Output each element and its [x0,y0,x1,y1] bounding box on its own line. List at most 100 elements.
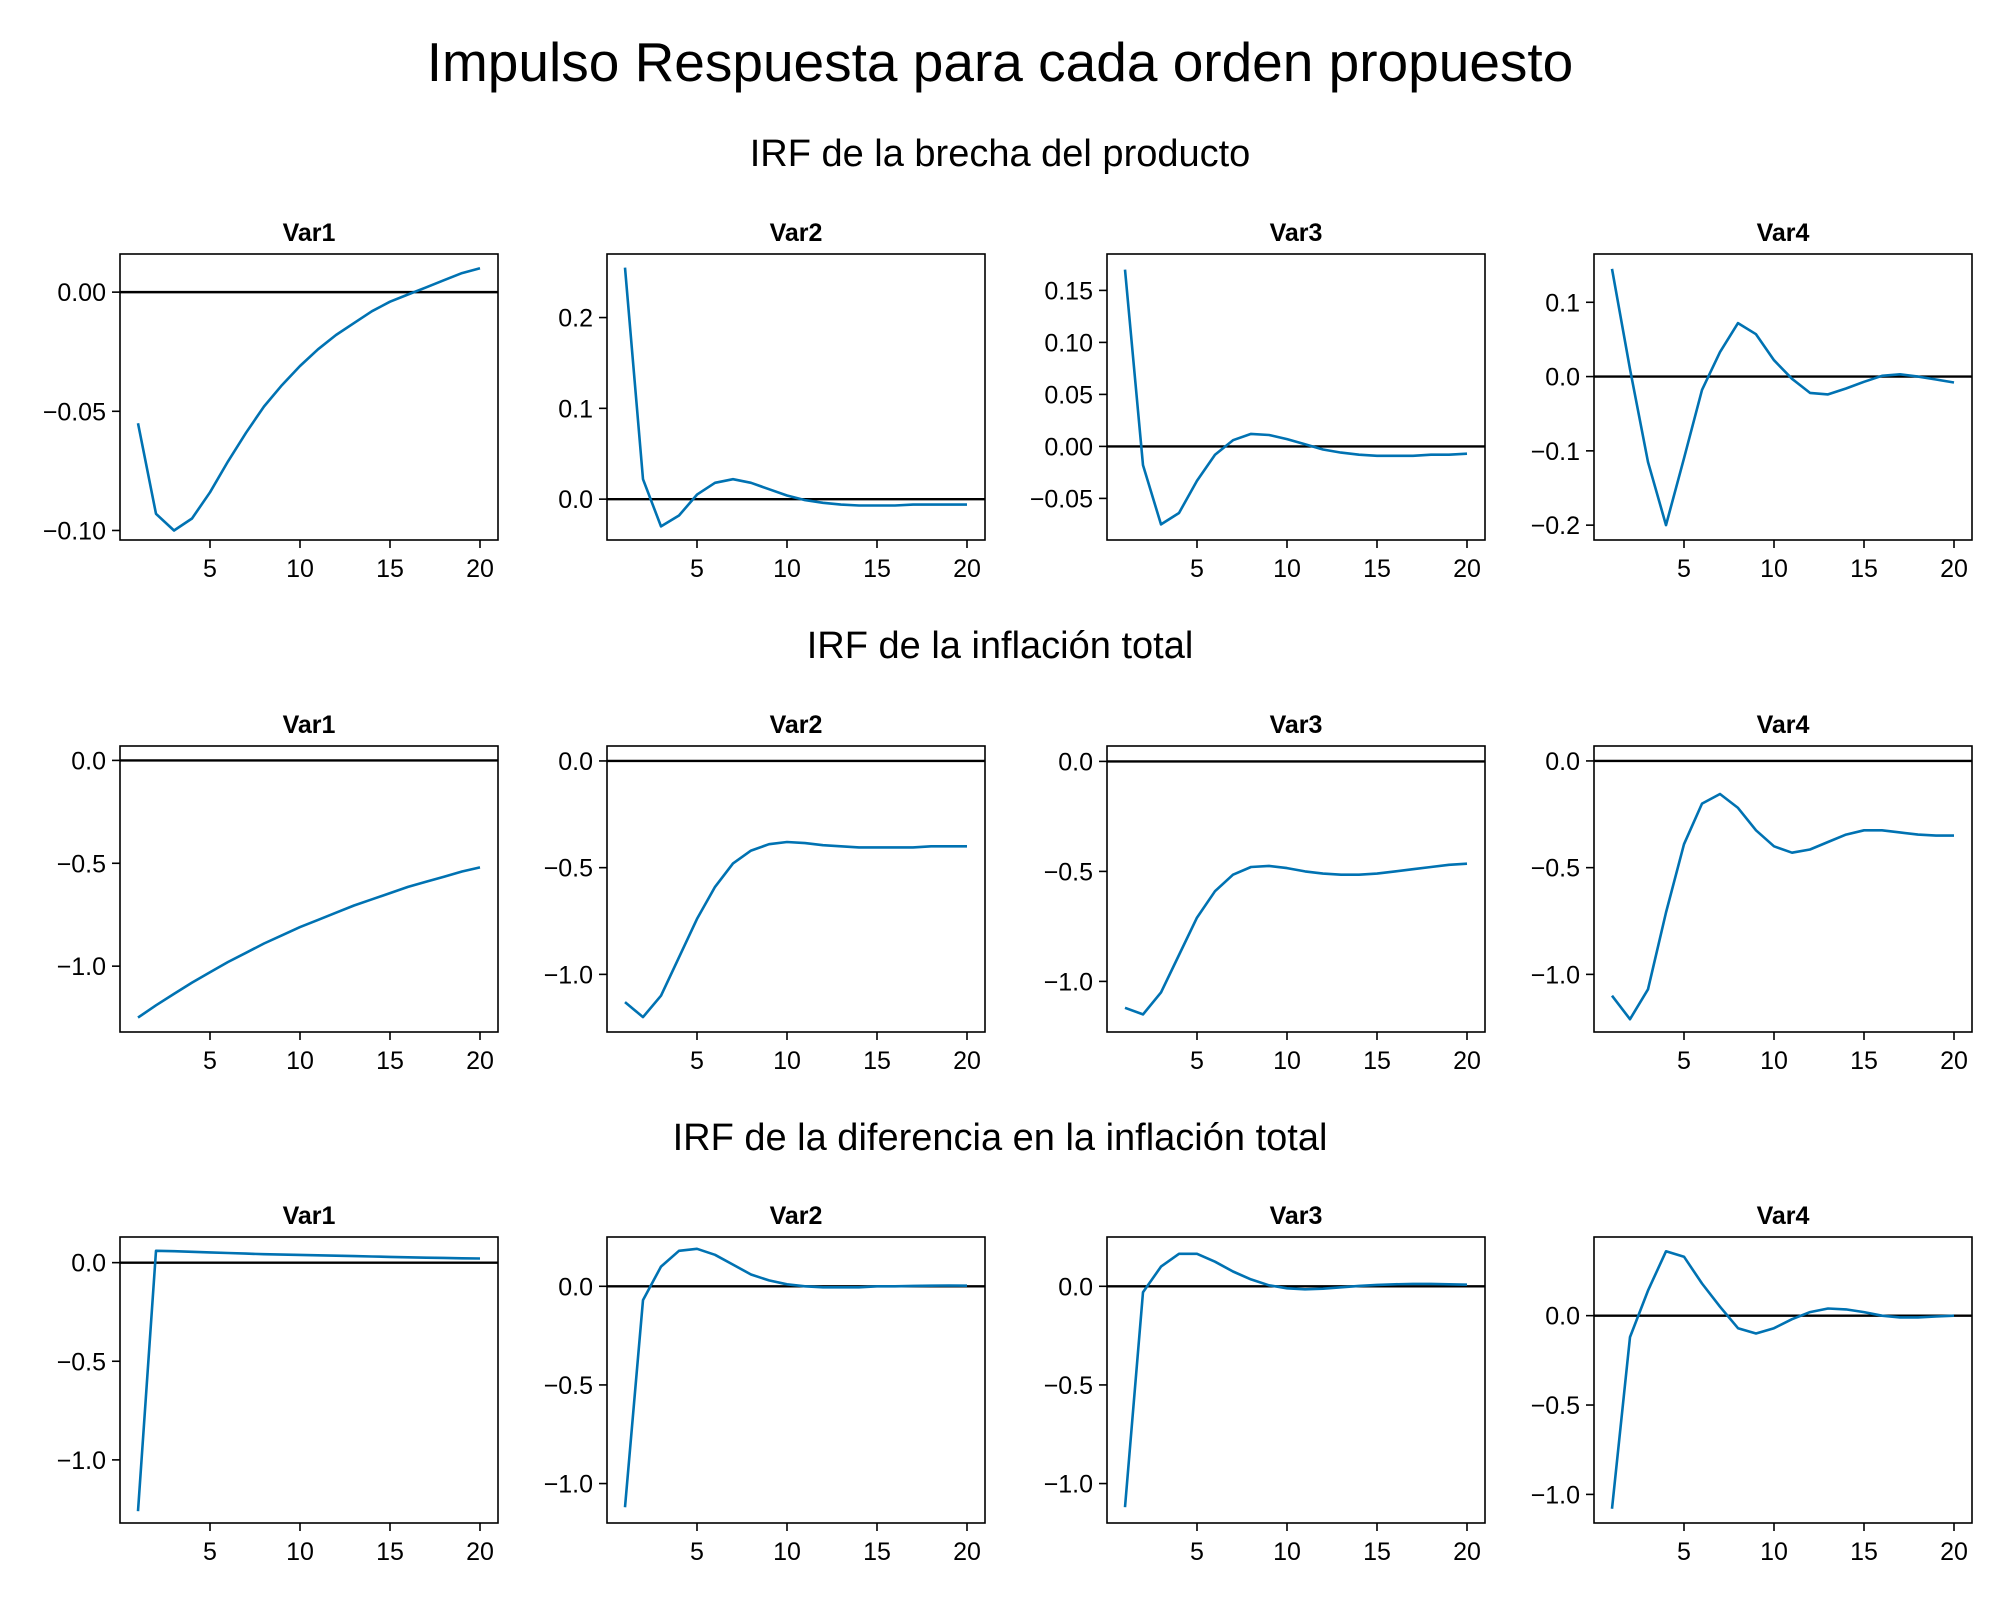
series-line [136,267,481,532]
panel-2-2: Var2 5 10 15 20 −1.0 −0.5 0.0 [544,711,986,1075]
y-tick-label: 0.0 [1545,748,1580,776]
panel-title: Var4 [1757,1202,1810,1230]
plot-frame [119,745,499,1033]
x-tick-label: 10 [773,1047,801,1075]
panel-title: Var1 [283,219,336,247]
y-tick-label: 0.0 [1058,1273,1093,1301]
panel-title: Var1 [283,1202,336,1230]
series-line [137,866,481,1019]
plot-frame [606,745,986,1033]
y-tick-label: −1.0 [1044,968,1093,996]
row-title-brecha: IRF de la brecha del producto [749,133,1251,175]
series-line [136,1249,481,1512]
x-tick-label: 15 [1850,555,1878,583]
series-line [1123,1252,1468,1508]
plot-frame [606,253,986,541]
x-tick-label: 20 [953,1047,981,1075]
x-tick-label: 15 [376,1047,404,1075]
x-tick-label: 10 [1273,1538,1301,1566]
plot-frame [1106,1236,1486,1524]
plot-frame [1593,253,1973,541]
plot-frame [1106,253,1486,541]
y-tick-label: 0.1 [558,395,593,423]
x-tick-label: 5 [1677,555,1691,583]
y-tick-label: 0.0 [71,1250,106,1278]
y-tick-label: −1.0 [544,1471,593,1499]
y-tick-label: 0.0 [558,1273,593,1301]
y-tick-label: −0.05 [43,398,106,426]
y-tick-label: 0.15 [1044,277,1093,305]
series-line [1610,1250,1955,1509]
panel-title: Var1 [283,711,336,739]
x-tick-label: 10 [773,1538,801,1566]
row-title-inflacion: IRF de la inflación total [806,625,1194,667]
x-tick-label: 5 [203,1538,217,1566]
x-tick-label: 15 [1850,1538,1878,1566]
x-tick-label: 10 [286,1047,314,1075]
plot-frame [1593,745,1973,1033]
plot-frame [119,1236,499,1524]
x-tick-label: 20 [1940,1538,1968,1566]
y-tick-label: −0.5 [1044,858,1093,886]
y-tick-label: −0.05 [1030,485,1093,513]
x-tick-label: 5 [690,1538,704,1566]
panel-title: Var2 [770,219,823,247]
x-tick-label: 10 [286,1538,314,1566]
panel-title: Var2 [770,1202,823,1230]
x-tick-label: 10 [286,555,314,583]
y-tick-label: 0.0 [1058,748,1093,776]
panel-1-1: Var1 5 10 15 20 −0.10 −0.05 0.00 [43,219,499,583]
x-tick-label: 5 [1190,1047,1204,1075]
x-tick-label: 20 [1453,1538,1481,1566]
y-tick-label: −0.5 [1044,1372,1093,1400]
x-tick-label: 10 [1760,555,1788,583]
y-tick-label: −1.0 [1531,961,1580,989]
x-tick-label: 20 [953,1538,981,1566]
x-tick-label: 5 [690,555,704,583]
y-tick-label: −0.1 [1531,438,1580,466]
x-tick-label: 5 [1190,555,1204,583]
y-tick-label: 0.0 [558,486,593,514]
x-tick-label: 15 [1850,1047,1878,1075]
x-tick-label: 15 [863,1538,891,1566]
x-tick-label: 10 [1760,1538,1788,1566]
panel-title: Var3 [1270,219,1323,247]
series-line [624,840,967,1019]
x-tick-label: 20 [466,1047,494,1075]
y-tick-label: −1.0 [544,961,593,989]
plot-frame [119,253,499,541]
series-line [623,1247,968,1508]
series-line [1123,269,1468,526]
panel-title: Var3 [1270,711,1323,739]
row-title-diferencia: IRF de la diferencia en la inflación tot… [672,1117,1328,1159]
series-line [623,267,967,528]
y-tick-label: −1.0 [1531,1481,1580,1509]
x-tick-label: 5 [203,555,217,583]
y-tick-label: −0.5 [57,1348,106,1376]
panel-1-4: Var4 5 10 15 20 −0.2 −0.1 0.0 0.1 [1531,219,1973,583]
x-tick-label: 10 [1273,1047,1301,1075]
y-tick-label: 0.1 [1545,289,1580,317]
x-tick-label: 15 [1363,1047,1391,1075]
panel-title: Var4 [1757,711,1810,739]
x-tick-label: 20 [953,555,981,583]
x-tick-label: 15 [376,1538,404,1566]
panel-title: Var3 [1270,1202,1323,1230]
panel-2-3: Var3 5 10 15 20 −1.0 −0.5 0.0 [1044,711,1486,1075]
y-tick-label: 0.00 [57,279,106,307]
y-tick-label: 0.0 [558,748,593,776]
x-tick-label: 5 [203,1047,217,1075]
y-tick-label: 0.00 [1044,433,1093,461]
series-line [1610,268,1955,527]
x-tick-label: 20 [1940,1047,1968,1075]
panel-3-3: Var3 5 10 15 20 −1.0 −0.5 0.0 [1044,1202,1486,1566]
y-tick-label: −0.5 [544,855,593,883]
x-tick-label: 5 [1190,1538,1204,1566]
x-tick-label: 15 [376,555,404,583]
x-tick-label: 20 [1453,1047,1481,1075]
x-tick-label: 15 [863,1047,891,1075]
series-line [1610,792,1954,1021]
plot-frame [1593,1236,1973,1524]
panel-2-1: Var1 5 10 15 20 −1.0 −0.5 0.0 [57,711,499,1075]
